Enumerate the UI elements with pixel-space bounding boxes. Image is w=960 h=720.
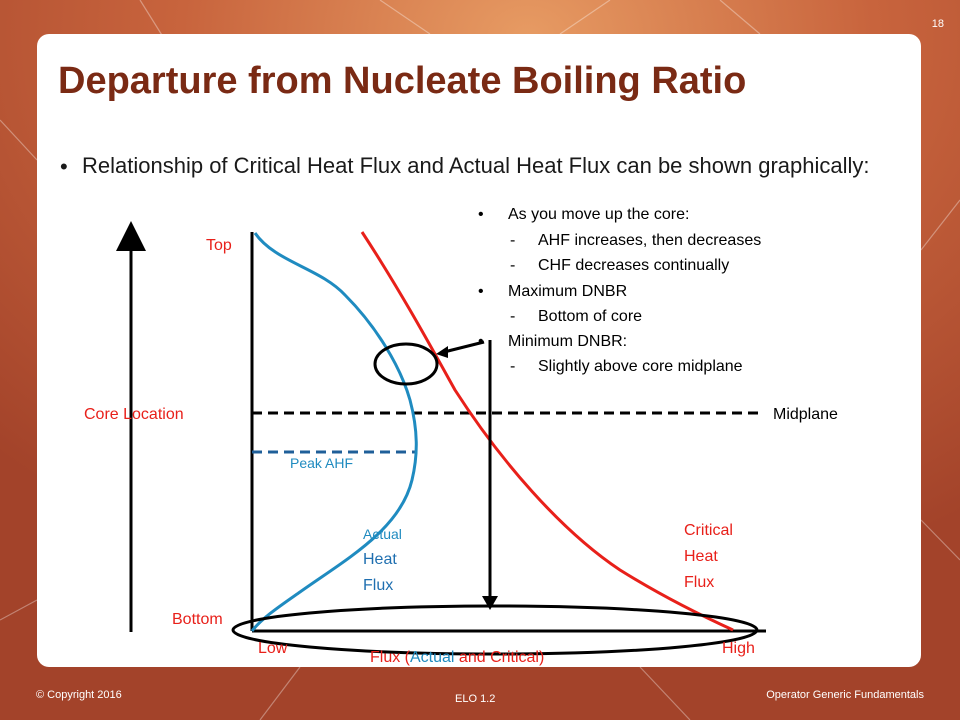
footer-elo: ELO 1.2 bbox=[455, 693, 496, 705]
label-peak-ahf: Peak AHF bbox=[290, 455, 354, 471]
min-dnbr-pointer bbox=[443, 340, 485, 354]
flux-axis-actual: Actual bbox=[410, 649, 455, 666]
actual-heat-flux-curve bbox=[250, 232, 418, 632]
label-actual: Actual bbox=[363, 526, 402, 542]
min-dnbr-pointer-head bbox=[436, 346, 448, 358]
note-dash: - bbox=[510, 358, 516, 375]
label-core-location: Core Location bbox=[84, 406, 184, 423]
note-dash: - bbox=[510, 257, 516, 274]
label-high: High bbox=[722, 640, 755, 657]
flux-axis-label: Flux (Actual and Critical) bbox=[370, 649, 544, 667]
label-critical-flux: Flux bbox=[684, 574, 715, 591]
min-dnbr-circle bbox=[373, 342, 439, 386]
label-critical-heat: Heat bbox=[684, 548, 718, 565]
slide-title: Departure from Nucleate Boiling Ratio bbox=[58, 60, 747, 102]
label-actual-flux: Flux bbox=[363, 577, 394, 594]
note-3-sub-1: Slightly above core midplane bbox=[538, 358, 743, 375]
note-1-sub-1: AHF increases, then decreases bbox=[538, 232, 762, 249]
note-bullet-3-dot: • bbox=[478, 333, 484, 350]
note-dash: - bbox=[510, 232, 516, 249]
note-2: Maximum DNBR bbox=[508, 283, 628, 300]
main-bullet-text: Relationship of Critical Heat Flux and A… bbox=[82, 153, 870, 178]
note-2-sub-1: Bottom of core bbox=[538, 308, 643, 325]
flux-axis-post: ) bbox=[538, 649, 545, 666]
label-top: Top bbox=[206, 237, 232, 254]
label-low: Low bbox=[258, 640, 288, 657]
bottom-ellipse bbox=[231, 604, 759, 656]
note-bullet-2-dot: • bbox=[478, 283, 484, 300]
label-critical: Critical bbox=[684, 522, 733, 539]
label-bottom: Bottom bbox=[172, 611, 223, 628]
content-card bbox=[37, 34, 921, 667]
footer-course-name: Operator Generic Fundamentals bbox=[766, 689, 924, 701]
critical-heat-flux-curve bbox=[360, 231, 734, 632]
note-dash: - bbox=[510, 308, 516, 325]
label-midplane: Midplane bbox=[773, 406, 838, 423]
label-actual-heat: Heat bbox=[363, 551, 397, 568]
flux-axis-and: and bbox=[454, 649, 491, 666]
bullet-dot: • bbox=[60, 154, 68, 179]
flux-axis-pre: Flux ( bbox=[370, 649, 410, 666]
note-1-sub-2: CHF decreases continually bbox=[538, 257, 730, 274]
flux-axis-critical: Critical bbox=[490, 649, 539, 666]
note-bullet-1-dot: • bbox=[478, 206, 484, 223]
note-3: Minimum DNBR: bbox=[508, 333, 628, 350]
footer-copyright: © Copyright 2016 bbox=[36, 689, 122, 701]
note-1: As you move up the core: bbox=[508, 206, 690, 223]
page-number: 18 bbox=[931, 18, 944, 30]
max-dnbr-arrow-head bbox=[482, 596, 498, 610]
